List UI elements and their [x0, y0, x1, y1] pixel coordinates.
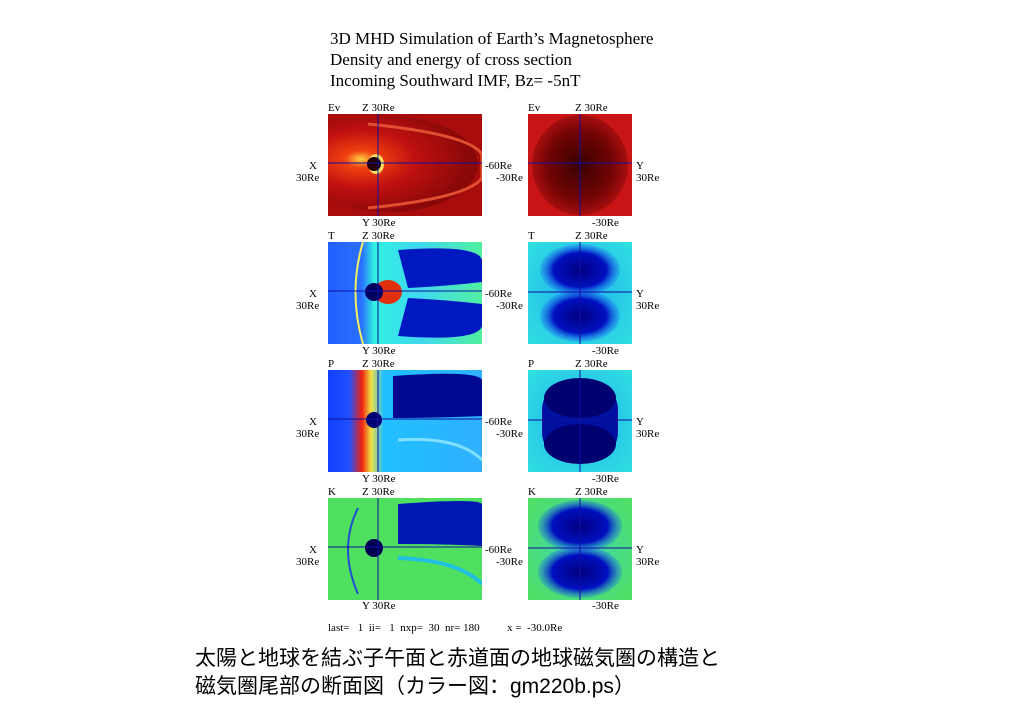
row-p-right-label: P	[528, 358, 535, 370]
row-p-left-label: P	[328, 358, 335, 370]
row-t-right-z-label: Z 30Re	[575, 230, 608, 242]
row-ev-x-right: -60Re	[485, 160, 512, 172]
row-k-x-right: -60Re	[485, 544, 512, 556]
row-k-z-label: Z 30Re	[362, 486, 395, 498]
title-line-1: 3D MHD Simulation of Earth’s Magnetosphe…	[330, 29, 654, 48]
row-ev-x-scale: 30Re	[296, 172, 320, 184]
row-p-x-scale: 30Re	[296, 428, 320, 440]
p-cross-section-panel	[528, 370, 632, 472]
row-ev-y-bottom: Y 30Re	[362, 217, 396, 229]
caption-line-1: 太陽と地球を結ぶ子午面と赤道面の地球磁気圏の構造と	[195, 647, 720, 670]
row-t-y-bottom: Y 30Re	[362, 345, 396, 357]
row-p-z-label: Z 30Re	[362, 358, 395, 370]
title-line-3: Incoming Southward IMF, Bz= -5nT	[330, 71, 581, 90]
row-t-right-bottom: -30Re	[592, 345, 619, 357]
row-k-right-bottom: -30Re	[592, 600, 619, 612]
row-ev-z-label: Z 30Re	[362, 102, 395, 114]
row-k-y-bottom: Y 30Re	[362, 600, 396, 612]
row-k-x-label: X	[309, 544, 317, 556]
row-ev-left-label: Ev	[328, 102, 341, 114]
row-t-y-label: Y	[636, 288, 644, 300]
t-cross-section-panel	[528, 242, 632, 344]
row-ev-right-bottom: -30Re	[592, 217, 619, 229]
row-p-x-right: -60Re	[485, 416, 512, 428]
caption-line-2: 磁気圏尾部の断面図（カラー図：gm220b.ps）	[195, 675, 635, 698]
row-k-y-scale: 30Re	[636, 556, 660, 568]
row-p-x-right2: -30Re	[496, 428, 523, 440]
row-ev-x-label: X	[309, 160, 317, 172]
row-p-y-bottom: Y 30Re	[362, 473, 396, 485]
row-p-x-label: X	[309, 416, 317, 428]
row-t-z-label: Z 30Re	[362, 230, 395, 242]
row-ev-right-z-label: Z 30Re	[575, 102, 608, 114]
row-k-x-right2: -30Re	[496, 556, 523, 568]
ev-cross-section-panel	[528, 114, 632, 216]
row-ev-y-scale: 30Re	[636, 172, 660, 184]
row-ev-x-right2: -30Re	[496, 172, 523, 184]
row-k-x-scale: 30Re	[296, 556, 320, 568]
figure-title: 3D MHD Simulation of Earth’s Magnetosphe…	[330, 28, 653, 91]
row-t-y-scale: 30Re	[636, 300, 660, 312]
row-k-right-z-label: Z 30Re	[575, 486, 608, 498]
row-k-right-label: K	[528, 486, 536, 498]
row-t-left-label: T	[328, 230, 335, 242]
caption: 太陽と地球を結ぶ子午面と赤道面の地球磁気圏の構造と 磁気圏尾部の断面図（カラー図…	[195, 645, 720, 701]
row-p-right-z-label: Z 30Re	[575, 358, 608, 370]
k-meridional-panel	[328, 498, 482, 600]
row-t-x-right: -60Re	[485, 288, 512, 300]
row-p-right-bottom: -30Re	[592, 473, 619, 485]
row-t-x-scale: 30Re	[296, 300, 320, 312]
row-k-y-label: Y	[636, 544, 644, 556]
row-p-y-scale: 30Re	[636, 428, 660, 440]
k-cross-section-panel	[528, 498, 632, 600]
title-line-2: Density and energy of cross section	[330, 50, 572, 69]
row-t-x-right2: -30Re	[496, 300, 523, 312]
row-t-right-label: T	[528, 230, 535, 242]
ev-meridional-panel	[328, 114, 482, 216]
p-meridional-panel	[328, 370, 482, 472]
row-p-y-label: Y	[636, 416, 644, 428]
row-k-left-label: K	[328, 486, 336, 498]
t-meridional-panel	[328, 242, 482, 344]
simulation-parameters: last= 1 ii= 1 nxp= 30 nr= 180 x = -30.0R…	[328, 622, 563, 634]
row-ev-y-label: Y	[636, 160, 644, 172]
row-t-x-label: X	[309, 288, 317, 300]
row-ev-right-label: Ev	[528, 102, 541, 114]
